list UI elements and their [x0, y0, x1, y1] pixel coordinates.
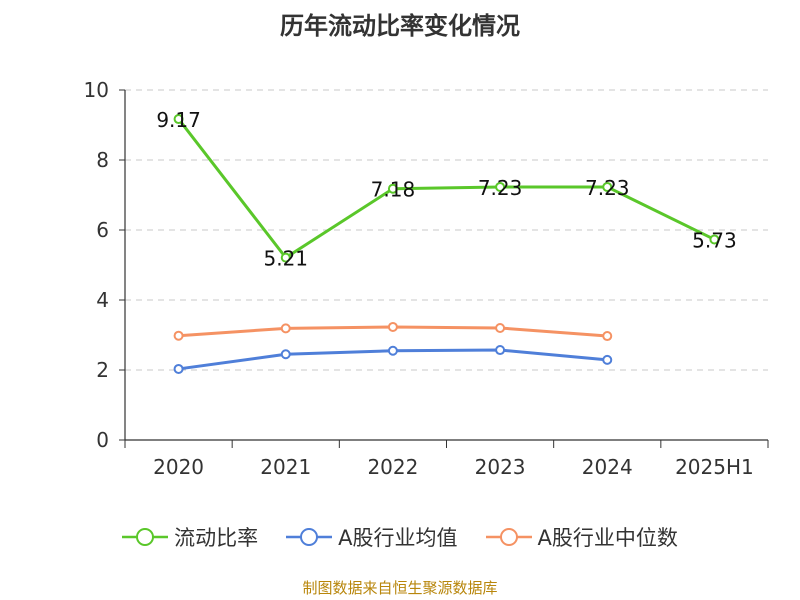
- data-label: 7.18: [371, 178, 416, 202]
- data-point: [387, 183, 398, 194]
- label-layer: 9.17 5.21 7.18 7.23 7.23 5.73: [156, 108, 736, 271]
- data-label: 5.21: [263, 247, 308, 271]
- series-1: [173, 345, 613, 374]
- legend-item[interactable]: A股行业均值: [286, 522, 458, 552]
- data-point: [709, 234, 720, 245]
- data-label: 7.23: [478, 176, 523, 200]
- y-tick-label: 0: [96, 428, 109, 452]
- legend-label: A股行业均值: [338, 526, 458, 550]
- series-layer: [173, 114, 720, 374]
- legend-label: A股行业中位数: [537, 526, 678, 550]
- legend-swatch: [485, 528, 532, 546]
- y-tick-label: 2: [96, 358, 109, 382]
- series-line: [177, 118, 716, 260]
- data-point: [602, 181, 613, 192]
- data-point: [173, 363, 184, 374]
- legend-label: 流动比率: [174, 526, 259, 550]
- legend-marker: [499, 528, 518, 546]
- data-label: 5.73: [692, 228, 737, 252]
- y-tick-label: 4: [96, 288, 109, 312]
- data-label: 7.23: [585, 176, 630, 200]
- grid-layer: [125, 89, 768, 371]
- y-tick-label: 8: [96, 148, 109, 172]
- data-point: [173, 330, 184, 341]
- data-point: [387, 345, 398, 356]
- x-tick-label: 2023: [475, 455, 526, 479]
- y-tick-label: 10: [84, 78, 109, 102]
- data-point: [280, 252, 291, 263]
- data-point: [495, 181, 506, 192]
- x-tick-label: 2020: [153, 455, 204, 479]
- legend-item[interactable]: 流动比率: [122, 522, 258, 552]
- legend: 流动比率 A股行业均值 A股行业中位数: [0, 522, 800, 552]
- data-point: [387, 321, 398, 332]
- series-2: [173, 321, 613, 342]
- x-tick-label: 2021: [260, 455, 311, 479]
- series-0: [173, 114, 720, 263]
- x-tick-label: 2024: [582, 455, 633, 479]
- axis-layer: 0 2 4 6 8 10 2020 2021 2022 2023 2024 2025H1: [84, 78, 769, 479]
- data-point: [173, 114, 184, 125]
- legend-marker: [136, 528, 155, 546]
- legend-marker: [300, 528, 319, 546]
- data-point: [280, 349, 291, 360]
- legend-swatch: [122, 528, 169, 546]
- data-point: [602, 354, 613, 365]
- x-tick-label: 2025H1: [675, 455, 754, 479]
- data-point: [495, 323, 506, 333]
- data-point: [495, 345, 506, 356]
- chart-title: 历年流动比率变化情况: [280, 12, 520, 40]
- y-tick-label: 6: [96, 218, 109, 242]
- data-point: [602, 331, 613, 342]
- source-note: 制图数据来自恒生聚源数据库: [302, 579, 498, 597]
- data-label: 9.17: [156, 108, 201, 132]
- legend-swatch: [286, 528, 333, 546]
- legend-item[interactable]: A股行业中位数: [485, 522, 678, 552]
- data-point: [280, 323, 291, 334]
- x-tick-label: 2022: [367, 455, 418, 479]
